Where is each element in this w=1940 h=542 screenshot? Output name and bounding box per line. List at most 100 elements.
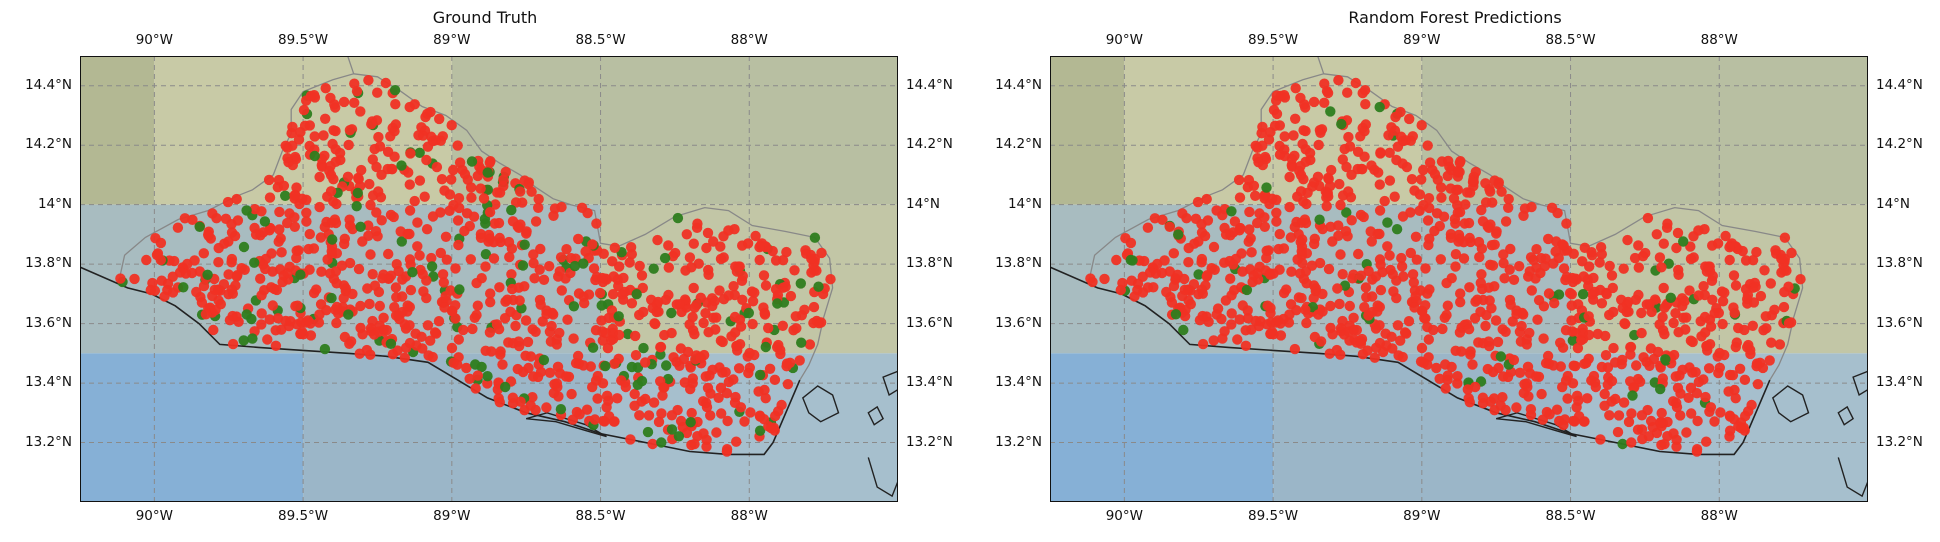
red-point <box>223 269 234 280</box>
red-point <box>1386 122 1397 133</box>
red-point <box>462 174 473 185</box>
red-point <box>1728 270 1740 281</box>
red-point <box>378 324 389 336</box>
red-point <box>1416 120 1427 131</box>
red-point <box>1476 204 1487 216</box>
coastline <box>1771 385 1810 423</box>
red-point <box>598 248 609 259</box>
red-point <box>629 400 640 411</box>
red-point <box>1683 392 1694 403</box>
imagery-tile <box>1050 353 1274 502</box>
lon-tick-label: 89°W <box>1403 32 1441 48</box>
red-point <box>1248 180 1260 191</box>
red-point <box>448 357 459 368</box>
red-point <box>330 304 341 315</box>
red-point <box>292 300 303 311</box>
red-point <box>488 253 500 264</box>
red-point <box>1677 293 1688 304</box>
coastline <box>867 457 898 498</box>
red-point <box>769 374 781 385</box>
red-point <box>548 387 559 399</box>
red-point <box>308 243 320 254</box>
coastline <box>1837 457 1868 498</box>
red-point <box>1359 85 1371 96</box>
red-point <box>1551 404 1563 415</box>
red-point <box>1659 302 1670 313</box>
red-point <box>1485 186 1496 197</box>
red-point <box>1360 282 1372 293</box>
red-point <box>1397 211 1409 222</box>
red-point <box>371 207 382 218</box>
red-point <box>262 334 273 345</box>
map-canvas[interactable] <box>1050 56 1868 502</box>
red-point <box>1260 151 1271 163</box>
red-point <box>1632 373 1644 385</box>
coastline <box>801 385 840 423</box>
green-point <box>480 218 491 229</box>
red-point <box>1353 248 1364 260</box>
lat-tick-label: 13.2°N <box>906 433 953 450</box>
red-point <box>625 434 636 445</box>
lat-tick-label: 13.6°N <box>906 314 953 331</box>
red-point <box>643 410 655 421</box>
red-point <box>754 254 765 266</box>
red-point <box>291 252 302 264</box>
green-point <box>178 282 189 293</box>
map-canvas[interactable] <box>80 56 898 502</box>
red-point <box>1346 215 1357 226</box>
red-point <box>747 296 759 307</box>
red-point <box>789 265 800 276</box>
green-point <box>642 426 654 438</box>
red-point <box>1776 253 1787 264</box>
imagery-tile <box>1050 56 1125 205</box>
red-point <box>1424 284 1435 295</box>
red-point <box>427 135 439 147</box>
red-point <box>198 280 210 292</box>
red-point <box>469 312 480 323</box>
red-point <box>1659 329 1670 340</box>
red-point <box>1724 369 1736 381</box>
red-point <box>1489 239 1500 250</box>
red-point <box>544 261 555 272</box>
coastline <box>882 370 898 397</box>
red-point <box>1355 209 1367 221</box>
green-point <box>482 371 493 382</box>
red-point <box>1455 297 1466 308</box>
red-point <box>1755 290 1767 302</box>
red-point <box>573 233 584 245</box>
red-point <box>155 237 167 249</box>
red-point <box>1288 130 1299 141</box>
red-point <box>775 344 786 356</box>
red-point <box>723 290 734 301</box>
red-point <box>1220 229 1232 240</box>
red-point <box>339 331 351 343</box>
red-point <box>434 113 445 125</box>
green-point <box>1660 354 1671 365</box>
red-point <box>1709 416 1720 427</box>
red-point <box>1180 304 1191 316</box>
red-point <box>549 379 560 390</box>
red-point <box>1259 221 1270 232</box>
lat-tick-label: 14.4°N <box>906 76 953 93</box>
red-point <box>1359 126 1370 137</box>
green-point <box>1193 269 1204 280</box>
red-point <box>485 156 496 167</box>
red-point <box>426 252 437 264</box>
red-point <box>497 359 508 370</box>
red-point <box>1420 263 1431 274</box>
red-point <box>284 261 295 272</box>
red-point <box>1445 229 1457 240</box>
red-point <box>1111 254 1122 266</box>
red-point <box>533 193 544 205</box>
red-point <box>684 252 696 263</box>
red-point <box>226 227 238 238</box>
red-point <box>742 238 754 249</box>
red-point <box>1483 336 1494 347</box>
red-point <box>1730 280 1742 291</box>
red-point <box>580 246 591 257</box>
red-point <box>1631 360 1642 371</box>
green-point <box>389 85 401 96</box>
red-point <box>421 154 432 166</box>
green-point <box>426 261 438 272</box>
red-point <box>1410 231 1422 242</box>
